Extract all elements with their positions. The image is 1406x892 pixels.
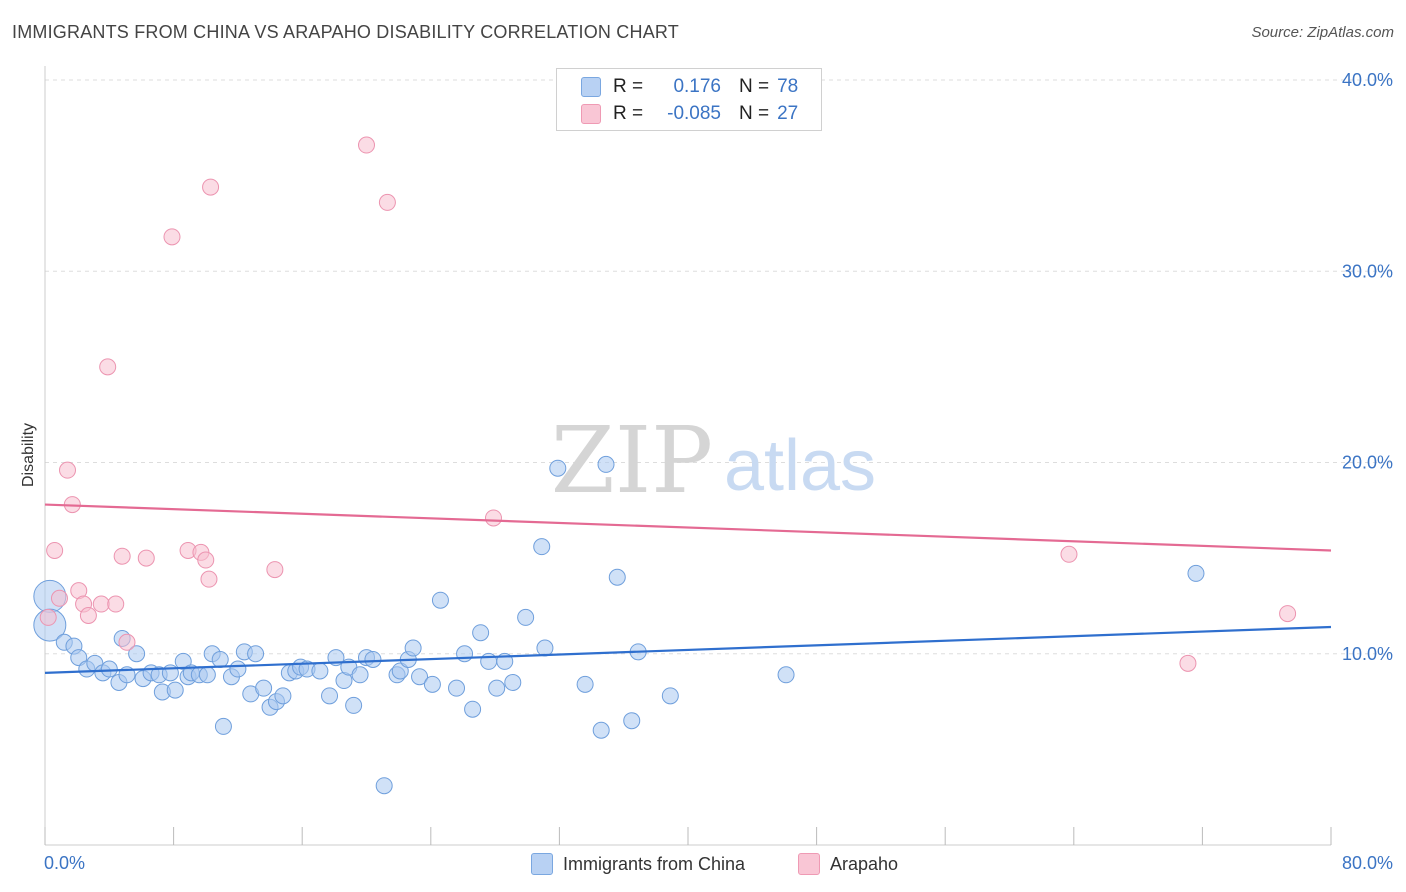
china-point (128, 645, 146, 663)
china-point (321, 687, 339, 705)
arapaho-point (358, 136, 375, 154)
arapaho-point (266, 561, 284, 579)
bottom-legend-label-arapaho: Arapaho (830, 853, 899, 874)
arapaho-point (1060, 545, 1078, 563)
china-point (345, 696, 363, 714)
bottom-legend-swatch-arapaho (798, 853, 820, 875)
arapaho-point (1279, 605, 1297, 623)
china-point (255, 679, 273, 697)
trend-lines (44, 503, 1332, 674)
arapaho-point (107, 595, 125, 613)
legend-row-china: R = 0.176 N = 78 (581, 75, 798, 99)
legend-swatch-china (581, 77, 601, 97)
legend-swatch-arapaho (581, 104, 601, 124)
watermark-atlas: atlas (724, 426, 876, 506)
y-tick-label: 20.0% (1342, 453, 1393, 473)
china-point (549, 459, 567, 477)
china-trend-line (44, 625, 1332, 674)
bottom-legend-arapaho: Arapaho (798, 852, 898, 876)
chart-title: IMMIGRANTS FROM CHINA VS ARAPAHO DISABIL… (12, 22, 679, 42)
arapaho-point (92, 595, 110, 613)
bottom-legend-china: Immigrants from China (531, 852, 745, 876)
china-point (431, 591, 449, 609)
legend-row-arapaho: R = -0.085 N = 27 (581, 102, 798, 126)
arapaho-point (163, 228, 181, 246)
china-point (1187, 564, 1205, 582)
axes (44, 66, 1332, 846)
legend-r-label: R = (613, 76, 644, 97)
china-point (229, 660, 247, 678)
china-point (100, 660, 118, 678)
china-point (536, 639, 554, 657)
legend-n-value: 78 (777, 76, 799, 97)
bottom-legend-swatch-china (531, 853, 553, 875)
china-point (592, 721, 610, 739)
legend-n-label: N = (739, 76, 770, 97)
legend-r-value: 0.176 (673, 76, 721, 97)
china-point (464, 700, 482, 718)
axis-labels: 10.0% 20.0% 30.0% 40.0% 0.0% 80.0% Disability (20, 70, 1393, 873)
china-point (411, 668, 429, 686)
china-point (364, 650, 382, 668)
china-point (456, 645, 474, 663)
stats-legend: R = 0.176 N = 78 R = -0.085 N = 27 (556, 68, 822, 131)
y-tick-label: 10.0% (1342, 644, 1393, 664)
arapaho-point (200, 570, 218, 588)
arapaho-point (484, 509, 502, 527)
china-point (198, 666, 216, 684)
china-point (404, 639, 422, 657)
arapaho-point (137, 549, 155, 567)
y-tick-label: 40.0% (1342, 70, 1393, 90)
arapaho-point (50, 589, 68, 607)
china-point (472, 624, 490, 642)
arapaho-point (99, 358, 117, 376)
china-point (597, 455, 615, 473)
bottom-legend-label-china: Immigrants from China (563, 853, 746, 874)
china-point (211, 650, 229, 668)
china-point (166, 681, 184, 699)
x-tick-label-min: 0.0% (44, 853, 85, 873)
arapaho-point (113, 547, 131, 565)
arapaho-point (1179, 654, 1197, 672)
china-point (214, 717, 232, 735)
china-point (274, 687, 292, 705)
arapaho-point (378, 193, 396, 211)
legend-r-value: -0.085 (667, 103, 721, 124)
y-tick-label: 30.0% (1342, 261, 1393, 281)
china-point (533, 538, 551, 556)
arapaho-point (202, 178, 220, 196)
arapaho-point (118, 633, 136, 651)
china-point (423, 675, 441, 693)
china-point (311, 662, 329, 680)
china-point (488, 679, 506, 697)
arapaho-point (197, 551, 215, 569)
x-tick-label-max: 80.0% (1342, 853, 1393, 873)
china-point (351, 666, 369, 684)
legend-r-label: R = (613, 103, 644, 124)
legend-n-label: N = (739, 103, 770, 124)
china-point (448, 679, 466, 697)
china-point (576, 675, 594, 693)
legend-n-value: 27 (777, 103, 799, 124)
china-point (247, 645, 265, 663)
china-point (517, 608, 535, 626)
chart-source: Source: ZipAtlas.com (1251, 24, 1394, 41)
arapaho-point (59, 461, 77, 479)
china-point (777, 666, 795, 684)
arapaho-trend-line (44, 503, 1332, 552)
china-point (375, 777, 393, 795)
china-point (661, 687, 679, 705)
china-point (623, 712, 641, 730)
arapaho-point (46, 541, 64, 559)
arapaho-point (39, 608, 57, 626)
y-axis-title: Disability (20, 423, 37, 487)
arapaho-point (79, 607, 97, 624)
watermark-zip: ZIP (551, 407, 713, 514)
china-point (504, 673, 522, 691)
china-point (608, 568, 626, 586)
